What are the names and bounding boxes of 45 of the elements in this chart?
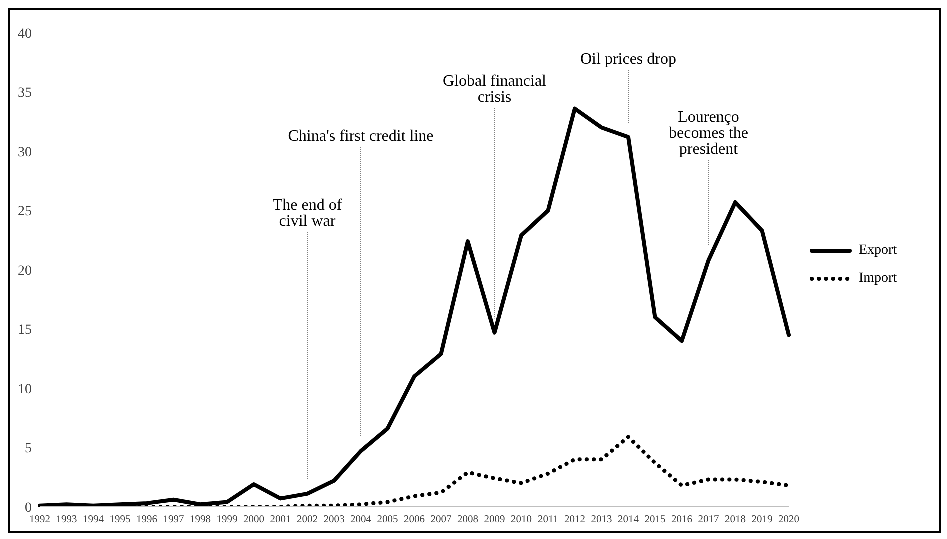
ref-line-label: China's first credit line [288,128,434,145]
x-tick-label: 2019 [752,514,773,526]
y-tick-label: 0 [25,500,32,516]
ref-line-label: Oil prices drop [580,51,676,68]
x-tick-label: 2014 [618,514,640,526]
x-tick-label: 1994 [83,514,105,526]
x-tick-label: 2003 [324,514,345,526]
x-tick-label: 2004 [350,514,372,526]
x-tick-label: 2017 [698,514,720,526]
x-tick-label: 1993 [56,514,78,526]
ref-line-label: Lourenço becomes the president [668,109,749,158]
y-tick-label: 15 [18,323,32,338]
x-tick-label: 2018 [725,514,746,526]
x-tick-label: 2002 [297,514,318,526]
x-tick-label: 2009 [484,514,506,526]
x-tick-label: 2006 [404,514,425,526]
x-tick-label: 1997 [163,514,184,526]
x-tick-label: 2005 [377,514,398,526]
x-tick-label: 2016 [672,514,692,526]
x-tick-label: 2008 [458,514,478,526]
x-tick-label: 1996 [136,514,158,526]
x-tick-label: 1999 [216,514,238,526]
y-tick-label: 35 [18,86,32,102]
x-tick-label: 2001 [270,514,292,526]
x-tick-label: 2011 [538,514,559,526]
y-tick-label: 20 [18,264,32,279]
x-tick-label: 2000 [244,514,264,526]
x-tick-label: 2007 [430,514,452,526]
y-tick-label: 5 [25,442,32,457]
y-tick-label: 30 [18,145,32,160]
ref-line-label: Global financial crisis [442,73,548,106]
x-tick-label: 2012 [564,514,586,526]
x-tick-label: 2013 [591,514,612,526]
x-tick-label: 1998 [190,514,211,526]
legend-label: Import [859,270,898,286]
x-tick-label: 2010 [511,514,532,526]
ref-line-label: The end of civil war [272,197,343,230]
y-tick-label: 40 [18,26,32,42]
x-tick-label: 2015 [644,514,666,526]
y-tick-label: 10 [18,382,32,398]
legend-label: Export [859,242,898,258]
x-tick-label: 1992 [30,514,50,526]
x-tick-label: 2020 [778,514,800,526]
x-tick-label: 1995 [110,514,131,526]
y-tick-label: 25 [18,204,32,220]
